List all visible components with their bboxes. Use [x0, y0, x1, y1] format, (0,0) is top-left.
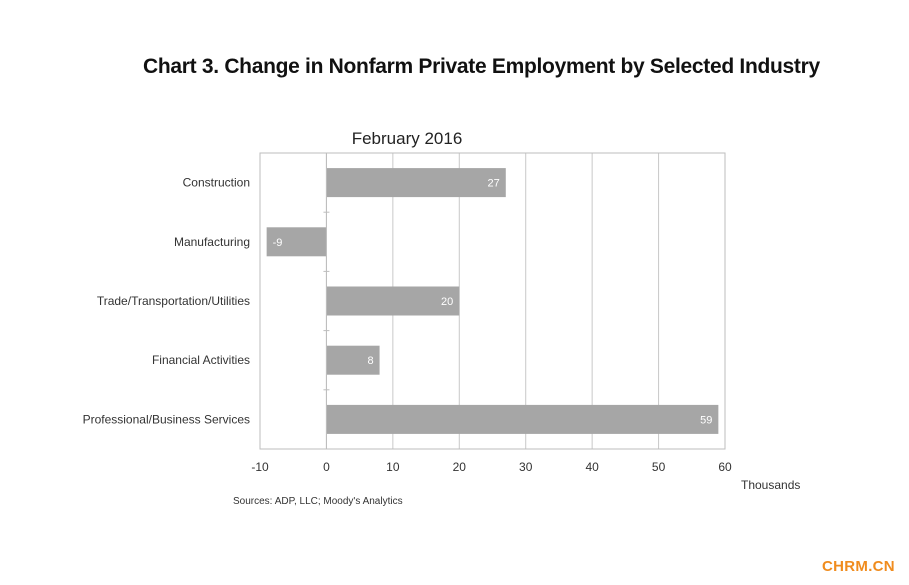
x-axis-label: Thousands [741, 478, 800, 492]
bar [326, 345, 380, 375]
category-labels: Construction Manufacturing Trade/Transport… [83, 176, 250, 427]
bar [326, 404, 719, 434]
x-axis: -10 0 10 20 30 40 50 60 [251, 153, 732, 474]
x-tick-label: -10 [251, 460, 269, 474]
x-tick-label: 20 [453, 460, 467, 474]
x-tick-label: 0 [323, 460, 330, 474]
data-label: 8 [367, 355, 373, 367]
category-label: Professional/Business Services [83, 412, 250, 426]
watermark-logo: CHRM.CN [822, 558, 895, 575]
data-label: -9 [273, 237, 283, 249]
category-label: Construction [183, 176, 250, 190]
category-label: Financial Activities [152, 353, 250, 367]
chart-title: Chart 3. Change in Nonfarm Private Emplo… [143, 55, 820, 78]
bar [326, 286, 460, 316]
bars: 27 -9 20 8 59 [266, 168, 719, 434]
data-label: 59 [700, 414, 712, 426]
category-label: Manufacturing [174, 235, 250, 249]
bar [326, 168, 506, 198]
data-label: 27 [488, 178, 500, 190]
bar [266, 227, 327, 257]
plot-area [259, 152, 726, 450]
x-tick-label: 40 [585, 460, 599, 474]
x-tick-label: 10 [386, 460, 400, 474]
x-tick-label: 30 [519, 460, 533, 474]
x-tick-label: 60 [718, 460, 732, 474]
category-label: Trade/Transportation/Utilities [97, 294, 250, 308]
source-note: Sources: ADP, LLC; Moody's Analytics [233, 496, 403, 507]
data-label: 20 [441, 296, 453, 308]
chart-subtitle: February 2016 [352, 129, 463, 148]
x-tick-label: 50 [652, 460, 666, 474]
